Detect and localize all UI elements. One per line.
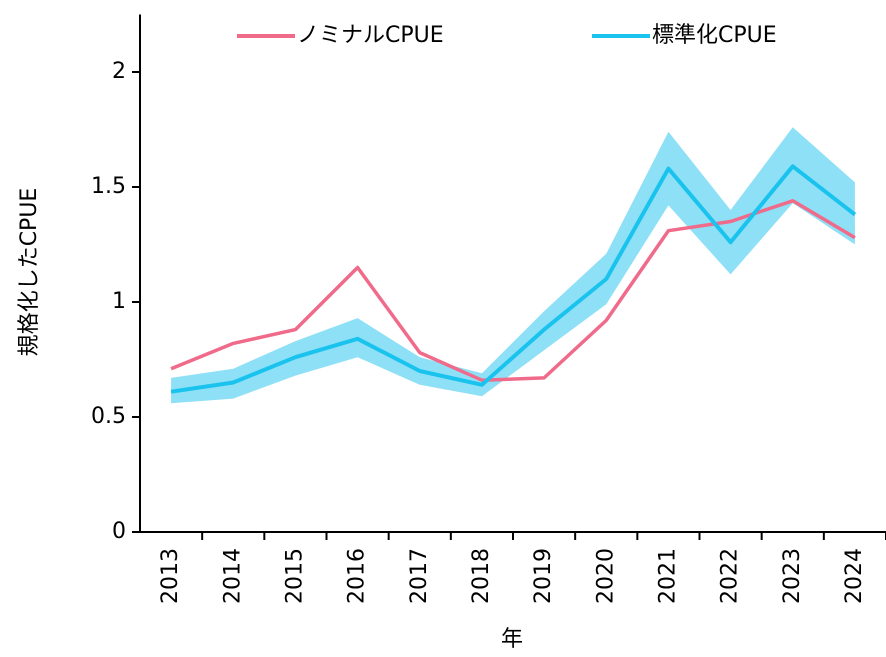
y-axis-label: 規格化したCPUE bbox=[17, 188, 42, 357]
legend-label: 標準化CPUE bbox=[652, 23, 777, 48]
x-tick-label: 2017 bbox=[407, 548, 432, 604]
x-tick-label: 2021 bbox=[655, 548, 680, 604]
x-tick-label: 2016 bbox=[345, 548, 370, 604]
x-tick-label: 2019 bbox=[531, 548, 556, 604]
x-tick-label: 2023 bbox=[780, 548, 805, 604]
x-tick-label: 2024 bbox=[842, 548, 867, 604]
x-tick-label: 2020 bbox=[593, 548, 618, 604]
x-tick-label: 2014 bbox=[220, 548, 245, 604]
y-tick-label: 0 bbox=[112, 519, 126, 544]
x-tick-label: 2015 bbox=[282, 548, 307, 604]
legend-label: ノミナルCPUE bbox=[297, 23, 444, 48]
x-tick-label: 2018 bbox=[469, 548, 494, 604]
y-tick-label: 1 bbox=[112, 289, 126, 314]
x-tick-label: 2022 bbox=[718, 548, 743, 604]
y-tick-label: 0.5 bbox=[91, 404, 126, 429]
confidence-band bbox=[171, 127, 855, 404]
y-tick-label: 2 bbox=[112, 59, 126, 84]
x-axis-label: 年 bbox=[501, 627, 523, 652]
series-line bbox=[170, 199, 856, 382]
y-tick-label: 1.5 bbox=[91, 174, 126, 199]
x-tick-label: 2013 bbox=[158, 548, 183, 604]
series-line bbox=[170, 164, 857, 394]
